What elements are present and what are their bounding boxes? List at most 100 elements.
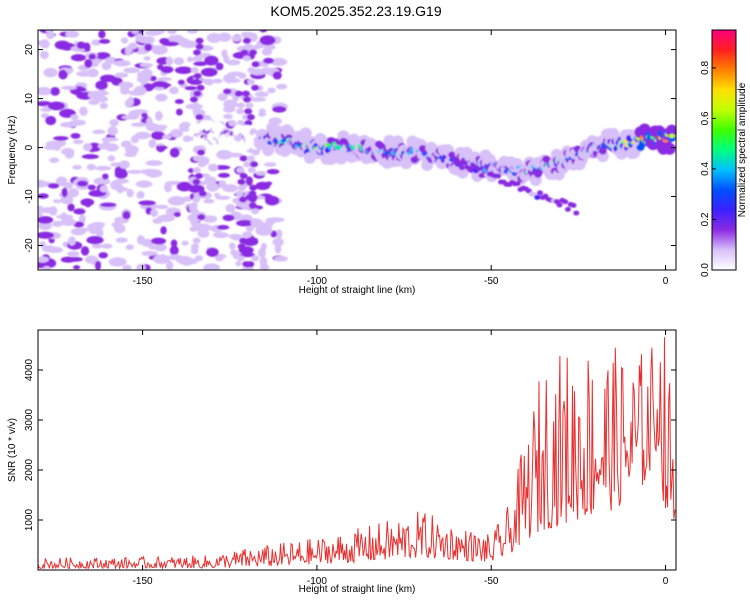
heatmap-cell [319,209,327,215]
y-tick-label: 0 [24,144,35,150]
heatmap-cell [86,163,96,171]
heatmap-cell [136,263,146,270]
heatmap-cell [174,98,184,105]
heatmap-cell [533,107,545,116]
heatmap-cell [167,196,186,206]
heatmap-cell [223,73,236,84]
heatmap-cell [270,57,288,66]
heatmap-cell [349,181,358,190]
heatmap-cell [65,30,80,38]
spectrogram-y-ticks: -20 -10 0 10 20 [24,44,676,253]
heatmap-cell [228,233,243,240]
heatmap-cell [547,108,560,118]
heatmap-cell [94,260,102,270]
heatmap-cell [251,61,260,68]
heatmap-cell [38,231,55,239]
heatmap-cell [38,261,46,269]
heatmap-cell [141,68,153,77]
heatmap-cell [228,242,236,250]
heatmap-cell [130,122,148,127]
heatmap-cell [203,198,215,204]
heatmap-cell [179,121,192,132]
heatmap-cell [248,196,257,203]
heatmap-cell [192,237,201,244]
heatmap-cell [175,255,188,264]
heatmap-cell [43,67,58,78]
heatmap-cell [153,243,167,252]
heatmap-cell [319,232,326,241]
heatmap-cell [143,56,151,61]
heatmap-cell [82,143,93,152]
heatmap-cell [443,208,454,215]
x-tick-label: -150 [133,576,153,587]
heatmap-cell [70,228,86,236]
heatmap-cell [255,225,273,236]
heatmap-cell [248,49,257,56]
heatmap-cell [200,67,218,77]
heatmap-cell [192,78,201,85]
heatmap-cell [45,30,53,34]
heatmap-cell [189,225,198,232]
heatmap-cell [248,190,257,197]
heatmap-cell [176,181,193,192]
heatmap-cell [153,127,166,132]
heatmap-cell [250,237,259,244]
heatmap-cell [245,43,254,50]
heatmap-cell [192,155,201,162]
heatmap-cell [170,239,178,248]
heatmap-cell [427,190,436,200]
spectrogram-frame [37,29,677,271]
heatmap-cell [562,199,569,205]
heatmap-cell [64,149,75,159]
heatmap-cell [263,57,274,64]
heatmap-cell [150,209,159,217]
heatmap-cell [191,102,200,109]
heatmap-cell [123,67,140,74]
x-tick-label: -50 [484,576,499,587]
heatmap-cell [182,135,192,143]
heatmap-cell [236,255,245,262]
heatmap-cell [49,157,60,164]
heatmap-cell [192,196,201,203]
heatmap-cell [204,55,219,66]
heatmap-cell [88,53,97,60]
heatmap-cell [249,184,258,191]
heatmap-cell [40,107,53,112]
heatmap-cell [238,73,247,80]
heatmap-cell [154,86,165,91]
heatmap-cell [238,196,247,203]
heatmap-cell [155,204,169,210]
heatmap-cell [236,108,245,115]
x-tick-label: -50 [484,276,499,287]
heatmap-cell [193,73,202,80]
heatmap-cell [242,37,251,44]
heatmap-cell [446,33,452,43]
heatmap-cell [38,216,54,224]
heatmap-cell [87,90,106,100]
heatmap-cell [526,69,537,76]
heatmap-cell [643,215,648,225]
heatmap-cell [94,165,112,171]
heatmap-cell [196,84,205,91]
heatmap-cell [245,176,253,186]
x-tick-label: -100 [307,276,327,287]
heatmap-cell [500,194,506,205]
heatmap-cell [348,212,358,222]
heatmap-cell [420,68,430,79]
heatmap-cell [169,147,180,158]
heatmap-cell [502,188,513,196]
heatmap-cell [116,184,124,194]
heatmap-cell [101,137,119,142]
heatmap-cell [244,231,253,238]
heatmap-cell [97,142,115,150]
heatmap-cell [87,68,99,78]
heatmap-cell [193,49,202,56]
heatmap-cell [410,40,417,50]
heatmap-cell [470,164,477,170]
heatmap-cell [144,43,153,52]
heatmap-cell [160,226,167,235]
heatmap-cell [115,237,128,243]
heatmap-cell [484,204,495,210]
heatmap-cell [251,149,260,156]
heatmap-cell [86,236,104,245]
